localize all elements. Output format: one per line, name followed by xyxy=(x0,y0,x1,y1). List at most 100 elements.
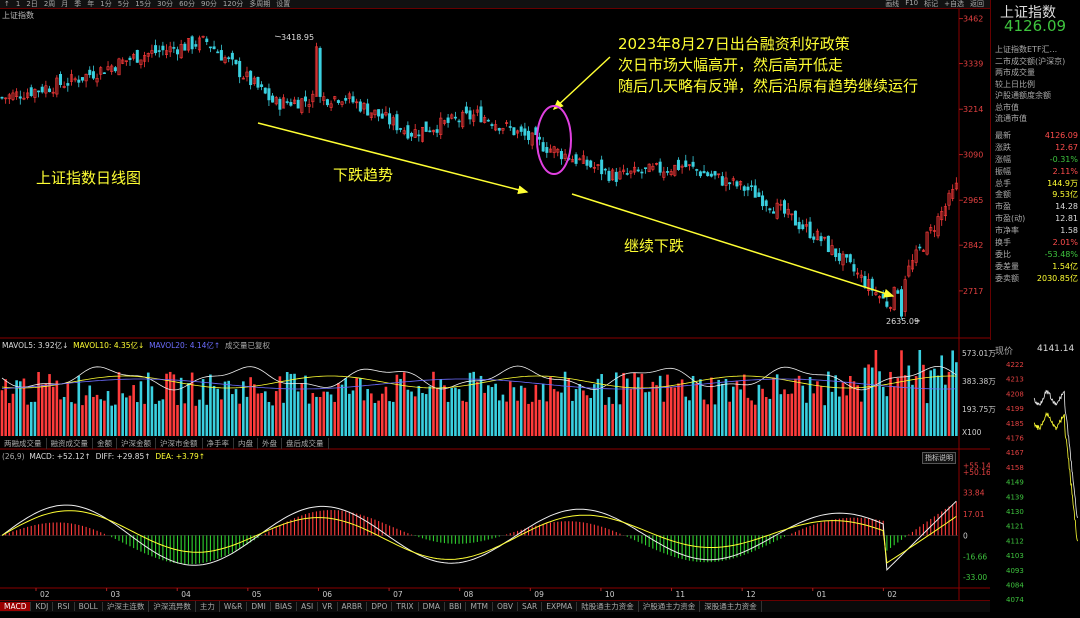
quote-info-item[interactable]: 二市成交额(沪深京) xyxy=(995,56,1066,66)
candle-body xyxy=(552,146,556,154)
indicator-tab[interactable]: ASI xyxy=(297,602,319,611)
candle-body xyxy=(358,101,362,112)
volume-subtab[interactable]: 沪深金额 xyxy=(117,438,156,449)
period-item[interactable]: 120分 xyxy=(222,0,244,8)
volume-bar xyxy=(271,405,274,436)
volume-bar xyxy=(212,385,216,436)
indicator-tab[interactable]: 陆股通主力资金 xyxy=(577,601,639,612)
period-item[interactable]: 年 xyxy=(87,0,95,8)
quote-info-item[interactable]: 流通市值 xyxy=(995,114,1027,123)
indicator-tab[interactable]: MTM xyxy=(466,602,494,611)
indicator-tab[interactable]: SAR xyxy=(518,602,543,611)
indicator-tab[interactable]: TRIX xyxy=(392,602,419,611)
mini-axis-label: 4176 xyxy=(1006,435,1024,443)
indicator-tab[interactable]: OBV xyxy=(493,602,518,611)
quote-info-item[interactable]: 较上日比例 xyxy=(995,79,1035,89)
toolbar-action[interactable]: 返回 xyxy=(970,0,984,8)
period-item[interactable]: 多周期 xyxy=(249,0,271,8)
toolbar-action[interactable]: F10 xyxy=(905,0,919,7)
period-item[interactable]: 15分 xyxy=(135,0,152,8)
volume-subtab[interactable]: 盘后成交量 xyxy=(282,438,329,449)
indicator-tab[interactable]: VR xyxy=(318,602,338,611)
indicator-tab[interactable]: W&R xyxy=(220,602,248,611)
volume-bar xyxy=(541,383,545,436)
volume-subtab[interactable]: 净手率 xyxy=(203,438,234,449)
indicator-tab[interactable]: DMI xyxy=(247,602,271,611)
volume-bar xyxy=(560,392,563,436)
period-item[interactable]: 30分 xyxy=(157,0,174,8)
annotation-arrow xyxy=(552,56,611,111)
indicator-help-button[interactable]: 指标说明 xyxy=(922,452,956,464)
quote-info-item[interactable]: 两市成交量 xyxy=(995,68,1035,77)
indicator-tab[interactable]: 主力 xyxy=(196,601,220,612)
indicator-tab[interactable]: BBI xyxy=(445,602,467,611)
quote-info-item[interactable]: 沪股通额度余额 xyxy=(995,91,1051,100)
volume-subtab[interactable]: 沪深市金额 xyxy=(156,438,203,449)
mini-axis-label: 4149 xyxy=(1006,479,1024,487)
toolbar-action[interactable]: +自选 xyxy=(944,0,964,8)
intraday-mini-chart[interactable]: 4222 4213 4208 4199 4185 4176 4167 4158 4149 4139… xyxy=(990,356,1080,618)
indicator-tab[interactable]: BOLL xyxy=(75,602,103,611)
volume-bar xyxy=(556,391,560,436)
period-item[interactable]: 1 xyxy=(15,0,21,8)
quote-value: 144.9万 xyxy=(1047,178,1078,188)
volume-bar xyxy=(783,389,786,436)
period-item[interactable]: 1分 xyxy=(100,0,112,8)
candle-body xyxy=(775,202,779,219)
volume-bar xyxy=(750,400,753,436)
volume-bar xyxy=(84,395,88,436)
indicator-tab[interactable]: ARBR xyxy=(338,602,368,611)
mini-chart-price: 4141.14 xyxy=(1037,344,1075,354)
indicator-tab[interactable]: DPO xyxy=(367,602,393,611)
period-item[interactable]: 90分 xyxy=(200,0,217,8)
period-item[interactable]: 月 xyxy=(61,0,69,8)
quote-label: 金额 xyxy=(995,190,1011,200)
indicator-tab[interactable]: 沪股通主力资金 xyxy=(639,601,701,612)
volume-subtab[interactable]: 融资成交量 xyxy=(47,438,93,449)
volume-axis-low: 193.75万 xyxy=(962,405,996,414)
chart-canvas[interactable]: 3462 3339 3214 3090 2965 2842 2717 +55.14+50.16… xyxy=(0,0,990,600)
indicator-tab[interactable]: MACD xyxy=(0,602,32,611)
volume-subtab[interactable]: 外盘 xyxy=(258,438,282,449)
candle-body xyxy=(307,104,311,107)
volume-bar xyxy=(808,377,812,436)
candle-body xyxy=(289,102,293,106)
volume-bar xyxy=(454,387,457,436)
candle-body xyxy=(702,171,706,174)
volume-subtab[interactable]: 两融成交量 xyxy=(0,438,47,449)
indicator-tab[interactable]: KDJ xyxy=(31,602,54,611)
low-price-label: 2635.09 xyxy=(886,317,920,326)
candle-body xyxy=(26,92,30,98)
period-item[interactable]: 60分 xyxy=(179,0,195,8)
volume-bar xyxy=(903,375,907,436)
candle-body xyxy=(186,38,190,51)
quote-info-item[interactable]: 上证指数ETF汇... xyxy=(995,45,1058,54)
period-item[interactable]: 季 xyxy=(74,0,82,8)
indicator-tab[interactable]: 深股通主力资金 xyxy=(700,601,762,612)
volume-subtab[interactable]: 金额 xyxy=(93,438,117,449)
volume-bar xyxy=(688,400,691,436)
volume-bar xyxy=(70,402,73,436)
indicator-tab[interactable]: BIAS xyxy=(271,602,298,611)
volume-subtab[interactable]: 内盘 xyxy=(234,438,258,449)
candle-body xyxy=(340,101,344,105)
period-item[interactable]: 2周 xyxy=(43,0,56,8)
indicator-tab[interactable]: RSI xyxy=(53,602,75,611)
period-item[interactable]: 2日 xyxy=(26,0,38,8)
indicator-tab[interactable]: DMA xyxy=(419,602,445,611)
period-item[interactable]: 设置 xyxy=(276,0,291,8)
toolbar-action[interactable]: 画线 xyxy=(885,0,900,8)
indicator-tab[interactable]: 沪深流异数 xyxy=(149,601,196,612)
quote-info-item[interactable]: 总市值 xyxy=(995,102,1019,112)
candle-body xyxy=(377,109,381,117)
volume-bar xyxy=(819,386,823,436)
candle-body xyxy=(596,164,600,166)
volume-bar xyxy=(450,387,454,436)
candle-body xyxy=(117,58,121,76)
indicator-tab[interactable]: EXPMA xyxy=(542,602,578,611)
toolbar-action[interactable]: 标记 xyxy=(924,0,939,8)
period-item[interactable]: ↑ xyxy=(4,0,10,8)
candle-body xyxy=(395,114,399,131)
indicator-tab[interactable]: 沪深主连数 xyxy=(103,601,150,612)
period-item[interactable]: 5分 xyxy=(117,0,130,8)
